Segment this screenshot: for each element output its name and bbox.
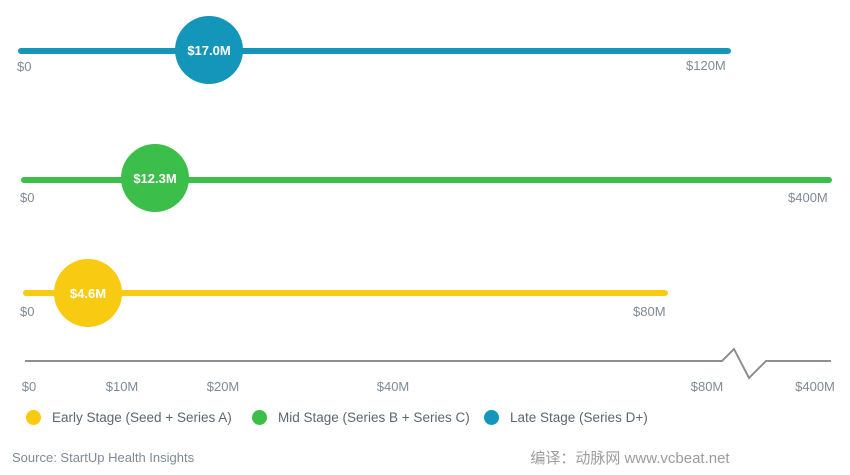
late-stage-track: [18, 48, 731, 54]
early-stage-value-label: $4.6M: [69, 285, 107, 301]
late-stage-value-label: $17.0M: [187, 42, 231, 58]
early-stage-track: [23, 290, 668, 296]
early-stage-value-bubble: $4.6M: [54, 259, 122, 327]
late-stage-min-label: $0: [17, 59, 32, 74]
axis-tick-10m: $10M: [105, 379, 139, 394]
early-stage-legend-dot-icon: [26, 410, 41, 425]
early-stage-max-label: $80M: [633, 304, 666, 319]
late-stage-legend-dot-icon: [484, 410, 499, 425]
legend-label-mid-stage: Mid Stage (Series B + Series C): [278, 410, 470, 425]
legend-item-mid-stage: Mid Stage (Series B + Series C): [252, 410, 470, 425]
early-stage-min-label: $0: [20, 304, 35, 319]
axis-tick-40m: $40M: [376, 379, 410, 394]
mid-stage-value-bubble: $12.3M: [121, 144, 189, 212]
legend-label-early-stage: Early Stage (Seed + Series A): [52, 410, 232, 425]
credit-note: 编译：动脉网 www.vcbeat.net: [530, 450, 730, 467]
mid-stage-min-label: $0: [20, 190, 35, 205]
source-note: Source: StartUp Health Insights: [12, 450, 195, 465]
axis-tick-0: $0: [21, 379, 37, 394]
mid-stage-max-label: $400M: [788, 190, 828, 205]
legend-item-early-stage: Early Stage (Seed + Series A): [26, 410, 232, 425]
axis-tick-80m: $80M: [690, 379, 724, 394]
mid-stage-legend-dot-icon: [252, 410, 267, 425]
axis-tick-400m: $400M: [795, 379, 835, 394]
legend-item-late-stage: Late Stage (Series D+): [484, 410, 648, 425]
mid-stage-value-label: $12.3M: [133, 170, 177, 186]
axis-break-icon: [25, 347, 831, 380]
late-stage-max-label: $120M: [686, 58, 726, 73]
legend-label-late-stage: Late Stage (Series D+): [510, 410, 648, 425]
mid-stage-track: [21, 177, 832, 183]
late-stage-value-bubble: $17.0M: [175, 16, 243, 84]
axis-tick-20m: $20M: [206, 379, 240, 394]
